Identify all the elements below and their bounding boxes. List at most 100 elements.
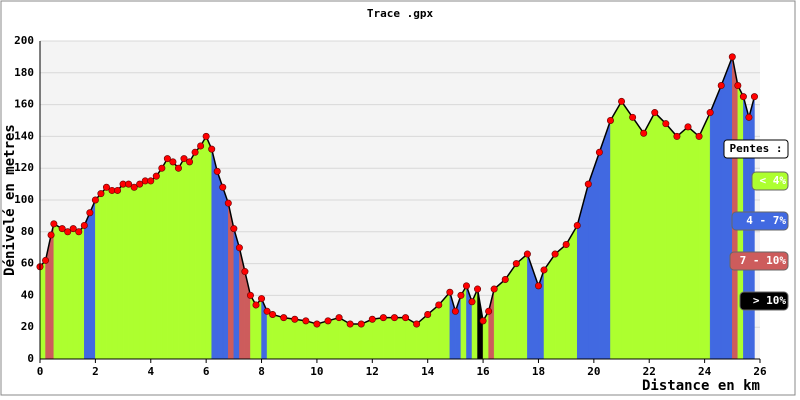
point — [191, 148, 199, 156]
point — [640, 129, 648, 137]
point — [208, 145, 216, 153]
point — [125, 180, 133, 188]
point — [523, 250, 531, 258]
point — [490, 285, 498, 293]
point — [462, 282, 470, 290]
slope-segment — [610, 100, 622, 360]
slope-segment — [139, 180, 146, 360]
slope-segment — [189, 151, 196, 360]
slope-segment — [394, 317, 406, 360]
point — [573, 221, 581, 229]
point — [269, 310, 277, 318]
point — [97, 190, 105, 198]
point — [413, 320, 421, 328]
point — [42, 256, 50, 264]
legend-swatch — [731, 211, 789, 231]
point — [618, 97, 626, 105]
point — [169, 158, 177, 166]
slope-segment — [84, 212, 91, 360]
point — [174, 164, 182, 172]
slope-segment — [200, 135, 207, 360]
point — [86, 209, 94, 217]
y-tick-label: 100 — [14, 193, 34, 206]
point — [706, 109, 714, 117]
y-tick-label: 40 — [21, 288, 34, 301]
slope-segment — [732, 56, 739, 360]
y-tick-label: 20 — [21, 320, 34, 333]
point — [180, 155, 188, 163]
slope-segment — [117, 183, 124, 360]
point — [230, 225, 238, 233]
point — [258, 295, 266, 303]
point — [158, 164, 166, 172]
point — [501, 275, 509, 283]
slope-segment — [709, 85, 722, 360]
x-tick-label: 8 — [258, 365, 265, 378]
point — [91, 196, 99, 204]
slope-segment — [183, 158, 190, 360]
slope-segment — [665, 123, 678, 360]
point — [750, 93, 758, 101]
slope-segment — [654, 111, 667, 360]
point — [606, 117, 614, 125]
slope-segment — [72, 228, 80, 360]
slope-segment — [294, 318, 307, 360]
point — [684, 123, 692, 131]
point — [402, 314, 410, 322]
point — [335, 314, 343, 322]
legend-title: Pentes : — [730, 142, 783, 155]
point — [368, 315, 376, 323]
point — [474, 285, 482, 293]
y-tick-label: 200 — [14, 34, 34, 47]
slope-segment — [50, 223, 55, 360]
legend-label: > 10% — [753, 294, 786, 307]
point — [75, 228, 83, 236]
slope-segment — [349, 323, 362, 360]
point — [435, 301, 443, 309]
slope-segment — [53, 223, 63, 360]
x-tick-label: 12 — [366, 365, 379, 378]
slope-segment — [222, 187, 229, 360]
y-tick-label: 60 — [21, 257, 34, 270]
slope-segment — [122, 183, 129, 360]
slope-segment — [167, 158, 174, 360]
slope-segment — [133, 183, 140, 360]
slope-segment — [372, 317, 384, 360]
point — [717, 82, 725, 90]
point — [451, 307, 459, 315]
slope-segment — [272, 314, 284, 360]
x-tick-label: 0 — [37, 365, 44, 378]
slope-segment — [39, 259, 46, 360]
slope-segment — [211, 149, 218, 360]
y-tick-label: 80 — [21, 225, 34, 238]
point — [252, 301, 260, 309]
point — [695, 132, 703, 140]
slope-segment — [643, 112, 656, 360]
point — [595, 148, 603, 156]
slope-segment — [100, 186, 107, 360]
slope-segment — [95, 192, 102, 360]
slope-segment — [106, 186, 113, 360]
slope-segment — [161, 157, 168, 360]
x-tick-label: 22 — [643, 365, 656, 378]
point — [246, 291, 254, 299]
slope-segment — [128, 183, 135, 360]
y-tick-label: 180 — [14, 66, 34, 79]
point — [163, 155, 171, 163]
slope-segment — [383, 317, 395, 360]
point — [263, 307, 271, 315]
point — [728, 53, 736, 61]
x-tick-label: 26 — [753, 365, 767, 378]
slope-segment — [554, 243, 567, 360]
x-tick-label: 2 — [92, 365, 99, 378]
x-tick-label: 16 — [476, 365, 490, 378]
x-tick-label: 18 — [532, 365, 545, 378]
slope-segment — [676, 126, 689, 360]
point — [202, 132, 210, 140]
y-tick-label: 0 — [27, 352, 34, 365]
point — [147, 177, 155, 185]
point — [479, 317, 487, 325]
point — [551, 250, 559, 258]
point — [379, 314, 387, 322]
